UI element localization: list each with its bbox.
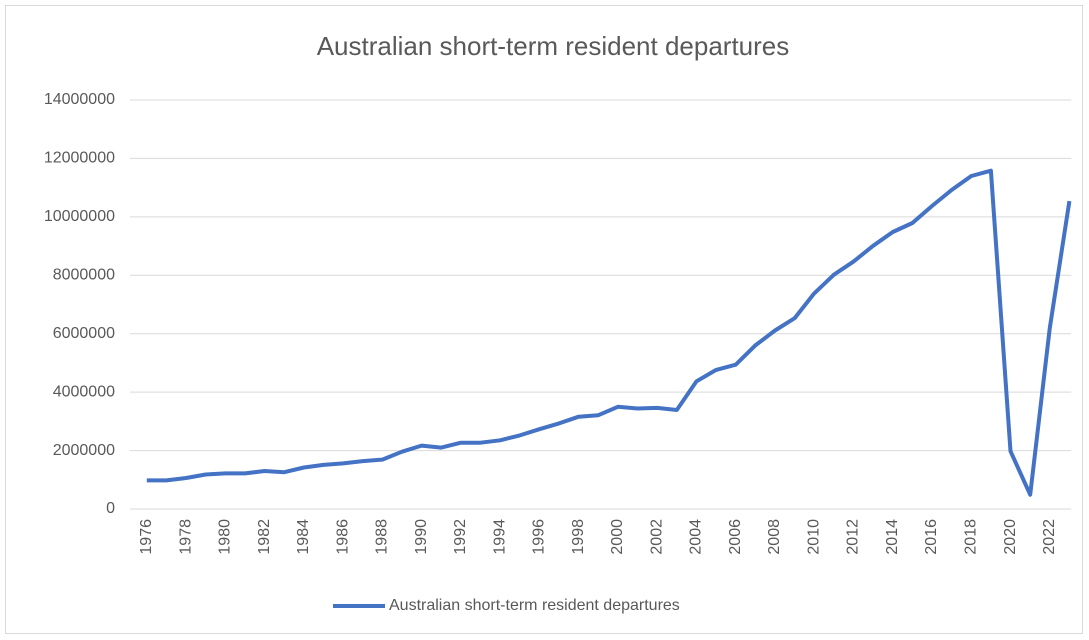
x-tick-label: 1996 [531,519,548,555]
x-tick-label: 1984 [295,519,312,555]
x-tick-label: 2004 [688,519,705,555]
y-tick-label: 14000000 [44,91,115,108]
x-tick-label: 1978 [177,519,194,555]
y-tick-label: 8000000 [53,267,115,284]
x-tick-label: 2012 [845,519,862,555]
x-tick-label: 2014 [884,519,901,555]
x-tick-label: 1994 [491,519,508,555]
y-tick-label: 4000000 [53,383,115,400]
y-tick-label: 0 [106,500,115,517]
x-tick-label: 2008 [766,519,783,555]
legend-label: Australian short-term resident departure… [389,597,680,614]
x-tick-label: 1980 [217,519,234,555]
x-tick-label: 2016 [923,519,940,555]
data-line [146,168,1072,497]
x-tick-label: 1982 [256,519,273,555]
y-tick-label: 12000000 [44,150,115,167]
x-tick-label: 1988 [374,519,391,555]
x-tick-label: 1992 [452,519,469,555]
y-tick-label: 10000000 [44,208,115,225]
x-tick-label: 2000 [609,519,626,555]
chart-title: Australian short-term resident departure… [317,31,790,61]
x-tick-label: 1990 [413,519,430,555]
chart-border [5,5,1083,634]
y-tick-label: 6000000 [53,325,115,342]
x-tick-label: 2022 [1041,519,1058,555]
x-tick-label: 2018 [962,519,979,555]
x-tick-label: 1986 [334,519,351,555]
x-tick-label: 1976 [138,519,155,555]
x-tick-label: 1998 [570,519,587,555]
x-tick-label: 2010 [805,519,822,555]
x-tick-label: 2020 [1002,519,1019,555]
x-tick-label: 2002 [648,519,665,555]
x-tick-label: 2006 [727,519,744,555]
y-tick-label: 2000000 [53,442,115,459]
